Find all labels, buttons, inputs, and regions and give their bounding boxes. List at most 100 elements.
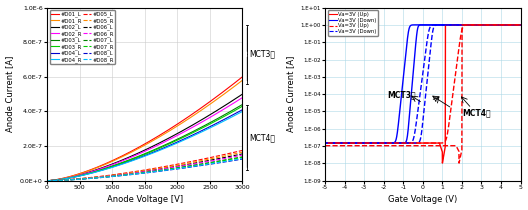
#D03_L — [44, 180, 50, 182]
#D08_L — [137, 172, 143, 175]
#D01_R — [149, 139, 156, 142]
#D08_L — [234, 159, 241, 161]
#D02_L — [138, 151, 144, 153]
#D08_L — [138, 172, 144, 175]
#D02_L — [204, 115, 210, 118]
#D03_R — [149, 150, 156, 152]
#D06_R — [204, 160, 210, 163]
#D08_R — [204, 163, 210, 165]
#D04_L — [138, 156, 144, 158]
#D08_L — [160, 169, 166, 172]
Line: #D02_L: #D02_L — [47, 94, 242, 181]
#D02_L — [234, 96, 241, 98]
#D03_R — [137, 155, 143, 158]
#D07_R — [44, 180, 50, 182]
Y-axis label: Anode Current [A]: Anode Current [A] — [6, 56, 15, 132]
#D06_R — [44, 180, 50, 182]
#D08_L — [44, 180, 50, 182]
#D02_L — [239, 93, 246, 95]
#D06_L — [239, 153, 246, 155]
#D08_R — [149, 171, 156, 173]
#D03_L — [160, 144, 166, 147]
#D07_L — [204, 162, 210, 164]
#D06_L — [44, 180, 50, 182]
#D04_R — [234, 113, 241, 115]
Line: #D03_L: #D03_L — [47, 105, 242, 181]
#D05_R — [149, 168, 156, 171]
Line: #D01_R: #D01_R — [47, 80, 242, 181]
#D01_L — [149, 138, 156, 141]
#D07_R — [204, 162, 210, 165]
#D03_R — [138, 155, 144, 157]
#D05_L — [239, 149, 246, 152]
#D04_L — [160, 147, 166, 149]
#D07_R — [234, 157, 241, 159]
#D06_R — [239, 154, 246, 156]
#D07_R — [239, 156, 246, 159]
#D01_L — [239, 76, 246, 78]
#D04_R — [239, 110, 246, 113]
#D06_L — [160, 167, 166, 170]
#D08_L — [204, 163, 210, 166]
#D05_L — [138, 169, 144, 172]
#D06_R — [138, 171, 144, 173]
Line: #D07_L: #D07_L — [47, 157, 242, 181]
#D01_R — [160, 133, 166, 136]
#D02_R — [160, 141, 166, 144]
#D08_R — [138, 172, 144, 175]
#D05_L — [204, 157, 210, 159]
#D08_R — [44, 180, 50, 182]
Line: #D04_L: #D04_L — [47, 110, 242, 181]
#D04_R — [137, 157, 143, 159]
#D01_L — [44, 180, 50, 182]
#D02_R — [138, 152, 144, 154]
#D07_L — [160, 168, 166, 171]
#D05_R — [44, 180, 50, 182]
#D03_L — [149, 149, 156, 152]
#D03_R — [204, 124, 210, 127]
#D06_L — [204, 160, 210, 162]
#D03_L — [138, 154, 144, 157]
#D01_L — [138, 145, 144, 147]
#D06_L — [234, 154, 241, 156]
#D05_L — [160, 165, 166, 168]
#D02_L — [149, 145, 156, 147]
#D05_R — [239, 151, 246, 154]
#D07_L — [239, 156, 246, 158]
#D07_L — [138, 172, 144, 174]
#D03_L — [204, 123, 210, 125]
Line: #D05_L: #D05_L — [47, 150, 242, 181]
#D06_R — [160, 168, 166, 170]
Text: MCT4차: MCT4차 — [249, 133, 275, 142]
#D04_L — [234, 111, 241, 114]
#D04_L — [44, 180, 50, 182]
#D01_L — [160, 132, 166, 134]
#D01_R — [234, 83, 241, 85]
#D06_L — [138, 171, 144, 173]
#D08_L — [239, 158, 246, 160]
#D06_R — [234, 155, 241, 157]
#D05_L — [137, 169, 143, 172]
#D08_R — [137, 172, 143, 175]
Y-axis label: Anode Current [A]: Anode Current [A] — [286, 56, 295, 132]
#D04_R — [44, 180, 50, 182]
#D02_R — [204, 118, 210, 120]
#D03_R — [160, 145, 166, 148]
X-axis label: Gate Voltage (V): Gate Voltage (V) — [388, 196, 457, 205]
#D03_R — [239, 105, 246, 108]
Line: #D01_L: #D01_L — [47, 77, 242, 181]
#D04_L — [149, 151, 156, 154]
#D03_L — [137, 155, 143, 157]
#D07_L — [137, 172, 143, 174]
#D05_R — [234, 152, 241, 154]
#D02_R — [239, 96, 246, 99]
#D07_R — [137, 172, 143, 174]
Line: #D05_R: #D05_R — [47, 152, 242, 181]
#D07_L — [149, 170, 156, 172]
#D01_L — [137, 146, 143, 148]
#D06_L — [137, 171, 143, 173]
#D05_R — [138, 170, 144, 172]
#D03_L — [234, 106, 241, 109]
#D07_R — [149, 170, 156, 173]
#D04_R — [160, 148, 166, 150]
